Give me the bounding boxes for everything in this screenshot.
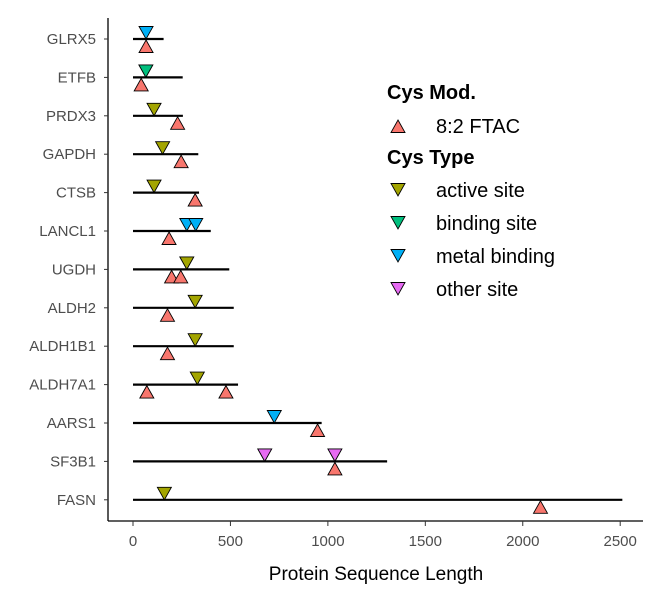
y-tick-label: FASN xyxy=(57,492,96,509)
cys-type-marker xyxy=(256,448,273,463)
cys-mod-marker xyxy=(173,154,189,169)
y-tick-label: ETFB xyxy=(58,69,96,86)
legend: Cys Mod. 8:2 FTAC Cys Type active site bindi… xyxy=(387,82,555,301)
plot-area xyxy=(133,26,623,514)
legend-key-type xyxy=(390,249,406,263)
x-tick-label: 1500 xyxy=(409,533,442,550)
x-tick-label: 2500 xyxy=(604,533,637,550)
legend-label-mod: 8:2 FTAC xyxy=(436,116,520,138)
x-tick-label: 0 xyxy=(129,533,137,550)
cys-mod-marker xyxy=(309,423,326,437)
cys-type-marker xyxy=(187,218,204,232)
cys-mod-marker xyxy=(532,499,549,514)
cys-type-marker xyxy=(138,26,154,40)
x-tick-label: 2000 xyxy=(506,533,539,550)
cys-mod-marker xyxy=(159,346,176,361)
y-tick-label: LANCL1 xyxy=(39,223,96,240)
y-tick-label: PRDX3 xyxy=(46,108,96,125)
legend-key-type xyxy=(390,183,406,197)
cys-type-marker xyxy=(146,102,162,117)
legend-title-type: Cys Type xyxy=(387,147,474,169)
cys-mod-marker xyxy=(138,39,154,53)
cys-mod-marker xyxy=(133,77,149,92)
legend-key-type xyxy=(390,282,406,296)
cys-mod-marker xyxy=(172,269,189,284)
cys-type-marker xyxy=(327,448,343,463)
cys-type-marker xyxy=(156,486,173,501)
y-tick-label: ALDH1B1 xyxy=(29,338,96,355)
legend-title-mod: Cys Mod. xyxy=(387,82,476,104)
legend-key-mod xyxy=(390,119,406,133)
cys-type-marker xyxy=(187,294,203,309)
x-tick-label: 500 xyxy=(218,533,243,550)
y-tick-label: UGDH xyxy=(52,261,96,278)
y-tick-label: CTSB xyxy=(56,185,96,202)
cys-type-marker xyxy=(146,179,162,194)
cys-type-marker xyxy=(154,141,171,156)
axes: Protein Sequence Length GLRX5 ETFB PRDX3 GA… xyxy=(29,18,643,585)
cys-type-marker xyxy=(179,256,195,271)
legend-key-type xyxy=(390,216,406,230)
y-tick-label: AARS1 xyxy=(47,415,96,432)
cys-type-marker xyxy=(189,371,206,386)
legend-label-type: other site xyxy=(436,279,518,301)
y-tick-label: GAPDH xyxy=(43,146,96,163)
x-tick-label: 1000 xyxy=(311,533,344,550)
cys-type-marker xyxy=(266,410,283,424)
legend-label-type: binding site xyxy=(436,213,537,235)
cys-mod-marker xyxy=(218,384,234,399)
x-axis-title: Protein Sequence Length xyxy=(269,564,483,585)
y-tick-label: GLRX5 xyxy=(47,31,96,48)
y-tick-label: SF3B1 xyxy=(50,453,96,470)
cys-mod-marker xyxy=(169,115,186,130)
cys-type-marker xyxy=(138,64,154,79)
legend-label-type: active site xyxy=(436,180,525,202)
cys-mod-marker xyxy=(159,307,176,322)
cys-mod-marker xyxy=(161,231,177,245)
y-tick-label: ALDH7A1 xyxy=(29,377,96,394)
cys-mod-marker xyxy=(327,461,343,476)
cys-mod-marker xyxy=(187,192,203,207)
y-tick-label: ALDH2 xyxy=(48,300,96,317)
cys-mod-marker xyxy=(139,384,155,399)
cys-type-marker xyxy=(187,333,203,348)
legend-label-type: metal binding xyxy=(436,246,555,268)
